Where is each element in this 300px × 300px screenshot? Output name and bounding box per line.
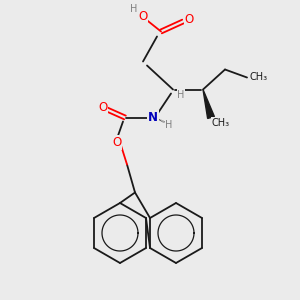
Text: O: O (112, 136, 122, 149)
Text: CH₃: CH₃ (250, 73, 268, 82)
Text: N: N (148, 111, 158, 124)
Text: O: O (138, 10, 148, 23)
Text: CH₃: CH₃ (212, 118, 230, 128)
Text: H: H (177, 89, 185, 100)
Text: H: H (130, 4, 138, 14)
Polygon shape (203, 89, 214, 118)
Text: O: O (98, 101, 108, 114)
Text: H: H (165, 119, 173, 130)
Text: O: O (184, 13, 194, 26)
